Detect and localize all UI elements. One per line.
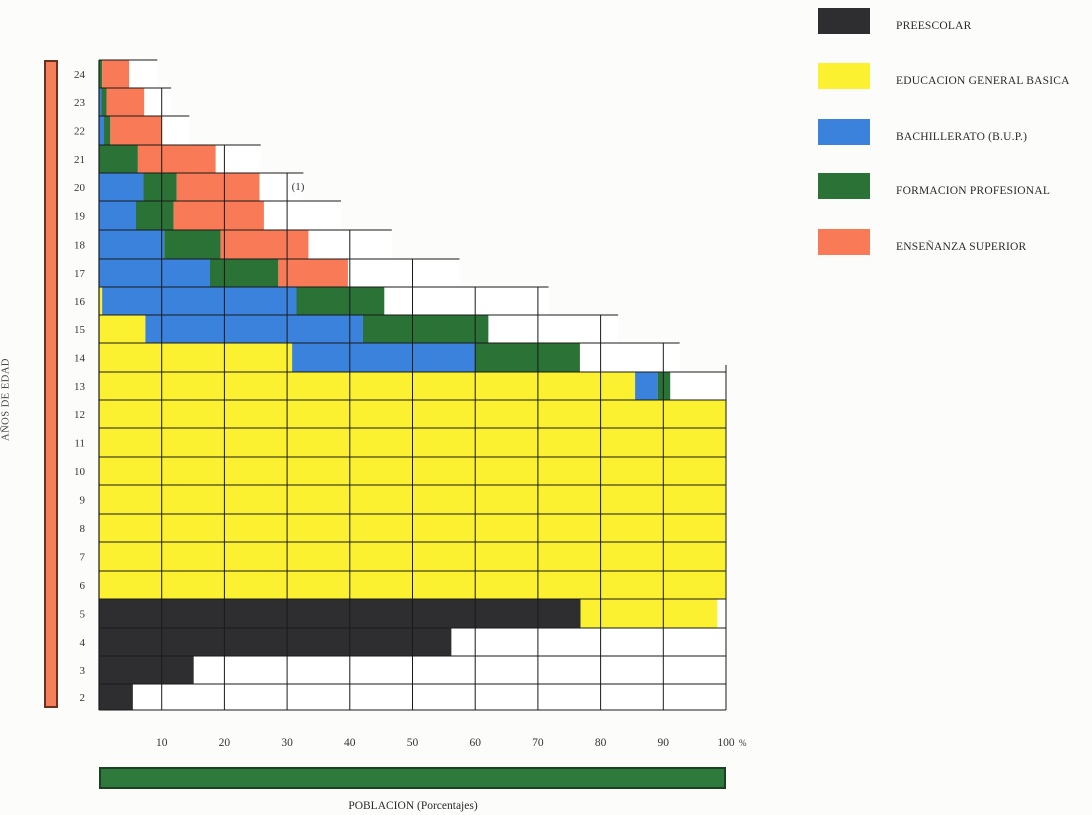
age-tick-label: 11 — [74, 438, 85, 450]
bar-bup — [635, 372, 658, 400]
legend-label-preescolar: PREESCOLAR — [896, 20, 972, 32]
age-tick-label: 21 — [74, 154, 85, 166]
x-tick-label: 90 — [658, 737, 670, 749]
bar-bup — [99, 259, 210, 287]
bar-fp — [99, 60, 103, 88]
bar-fp — [362, 315, 489, 343]
bar-egb — [99, 315, 146, 343]
legend-swatch-bup — [818, 119, 870, 145]
age-tick-label: 23 — [74, 97, 86, 109]
age-tick-label: 14 — [74, 353, 86, 365]
bar-fp — [209, 259, 279, 287]
age-tick-label: 10 — [74, 466, 86, 478]
age-tick-label: 5 — [80, 609, 86, 621]
bar-egb — [580, 599, 718, 628]
bar-preescolar — [99, 656, 194, 684]
age-tick-label: 2 — [80, 692, 86, 704]
age-tick-label: 20 — [74, 182, 86, 194]
bar-superior — [220, 230, 309, 259]
age-tick-label: 24 — [74, 69, 86, 81]
x-tick-label: 60 — [469, 737, 481, 749]
legend-label-bup: BACHILLERATO (B.U.P.) — [896, 131, 1028, 143]
bar-bup — [292, 343, 476, 372]
bar-fp — [143, 173, 177, 201]
age-tick-label: 12 — [74, 409, 85, 421]
bar-egb — [99, 343, 293, 372]
bar-superior — [173, 201, 264, 230]
bar-egb — [99, 372, 636, 400]
age-tick-label: 15 — [74, 324, 86, 336]
age-tick-label: 22 — [74, 126, 85, 138]
legend-item-preescolar: PREESCOLAR — [818, 8, 1092, 36]
bar-bup — [99, 88, 102, 116]
bar-bup — [99, 173, 144, 201]
bar-fp — [135, 201, 174, 230]
bar-superior — [278, 259, 348, 287]
bar-fp — [296, 287, 385, 315]
bar-bup — [102, 287, 297, 315]
age-tick-label: 9 — [80, 495, 86, 507]
x-tick-label: 70 — [532, 737, 544, 749]
bar-bup — [99, 116, 105, 145]
x-tick-label: 80 — [595, 737, 607, 749]
bar-superior — [176, 173, 260, 201]
bar-superior — [102, 60, 130, 88]
bar-fp — [99, 145, 138, 173]
x-tick-label: 40 — [344, 737, 356, 749]
age-tick-label: 16 — [74, 296, 86, 308]
age-tick-label: 6 — [80, 580, 86, 592]
x-tick-label: 30 — [281, 737, 293, 749]
age-tick-label: 18 — [74, 240, 86, 252]
age-tick-label: 4 — [80, 637, 86, 649]
legend-label-superior: ENSEÑANZA SUPERIOR — [896, 241, 1027, 253]
legend-swatch-fp — [818, 173, 870, 199]
bar-preescolar — [99, 599, 581, 628]
bar-bup — [99, 230, 165, 259]
legend-item-bup: BACHILLERATO (B.U.P.) — [818, 119, 1092, 147]
age-tick-label: 13 — [74, 381, 86, 393]
x-tick-label: 10 — [156, 737, 168, 749]
bar-fp — [475, 343, 580, 372]
age-tick-label: 7 — [80, 552, 86, 564]
bar-egb — [99, 287, 103, 315]
bar-bup — [145, 315, 363, 343]
bar-fp — [164, 230, 221, 259]
legend-item-superior: ENSEÑANZA SUPERIOR — [818, 229, 1092, 257]
bar-bup — [99, 201, 136, 230]
legend-item-fp: FORMACION PROFESIONAL — [818, 173, 1092, 201]
annotation-note: (1) — [292, 181, 305, 193]
bar-superior — [106, 88, 145, 116]
x-tick-label: 50 — [407, 737, 419, 749]
bar-preescolar — [99, 628, 452, 656]
bar-superior — [137, 145, 216, 173]
bar-superior — [110, 116, 162, 145]
y-axis-label: AÑOS DE EDAD — [0, 358, 12, 441]
legend-label-fp: FORMACION PROFESIONAL — [896, 185, 1051, 197]
legend-swatch-superior — [818, 229, 870, 255]
legend-label-egb: EDUCACION GENERAL BASICA — [896, 75, 1070, 87]
age-tick-label: 3 — [80, 665, 86, 677]
bar-fp — [657, 372, 671, 400]
x-percent-suffix: % — [739, 738, 747, 748]
age-tick-label: 8 — [80, 523, 86, 535]
population-axis-bar — [99, 767, 726, 789]
x-tick-label: 20 — [219, 737, 231, 749]
bar-fp — [101, 88, 107, 116]
x-tick-label: 100 — [717, 737, 735, 749]
legend-swatch-egb — [818, 63, 870, 89]
age-axis-bar — [44, 60, 58, 708]
bar-preescolar — [99, 684, 133, 710]
legend-item-egb: EDUCACION GENERAL BASICA — [818, 63, 1092, 91]
age-tick-label: 19 — [74, 211, 86, 223]
legend-swatch-preescolar — [818, 8, 870, 34]
bar-fp — [104, 116, 111, 145]
age-tick-label: 17 — [74, 268, 86, 280]
x-axis-label: POBLACION (Porcentajes) — [348, 800, 478, 812]
